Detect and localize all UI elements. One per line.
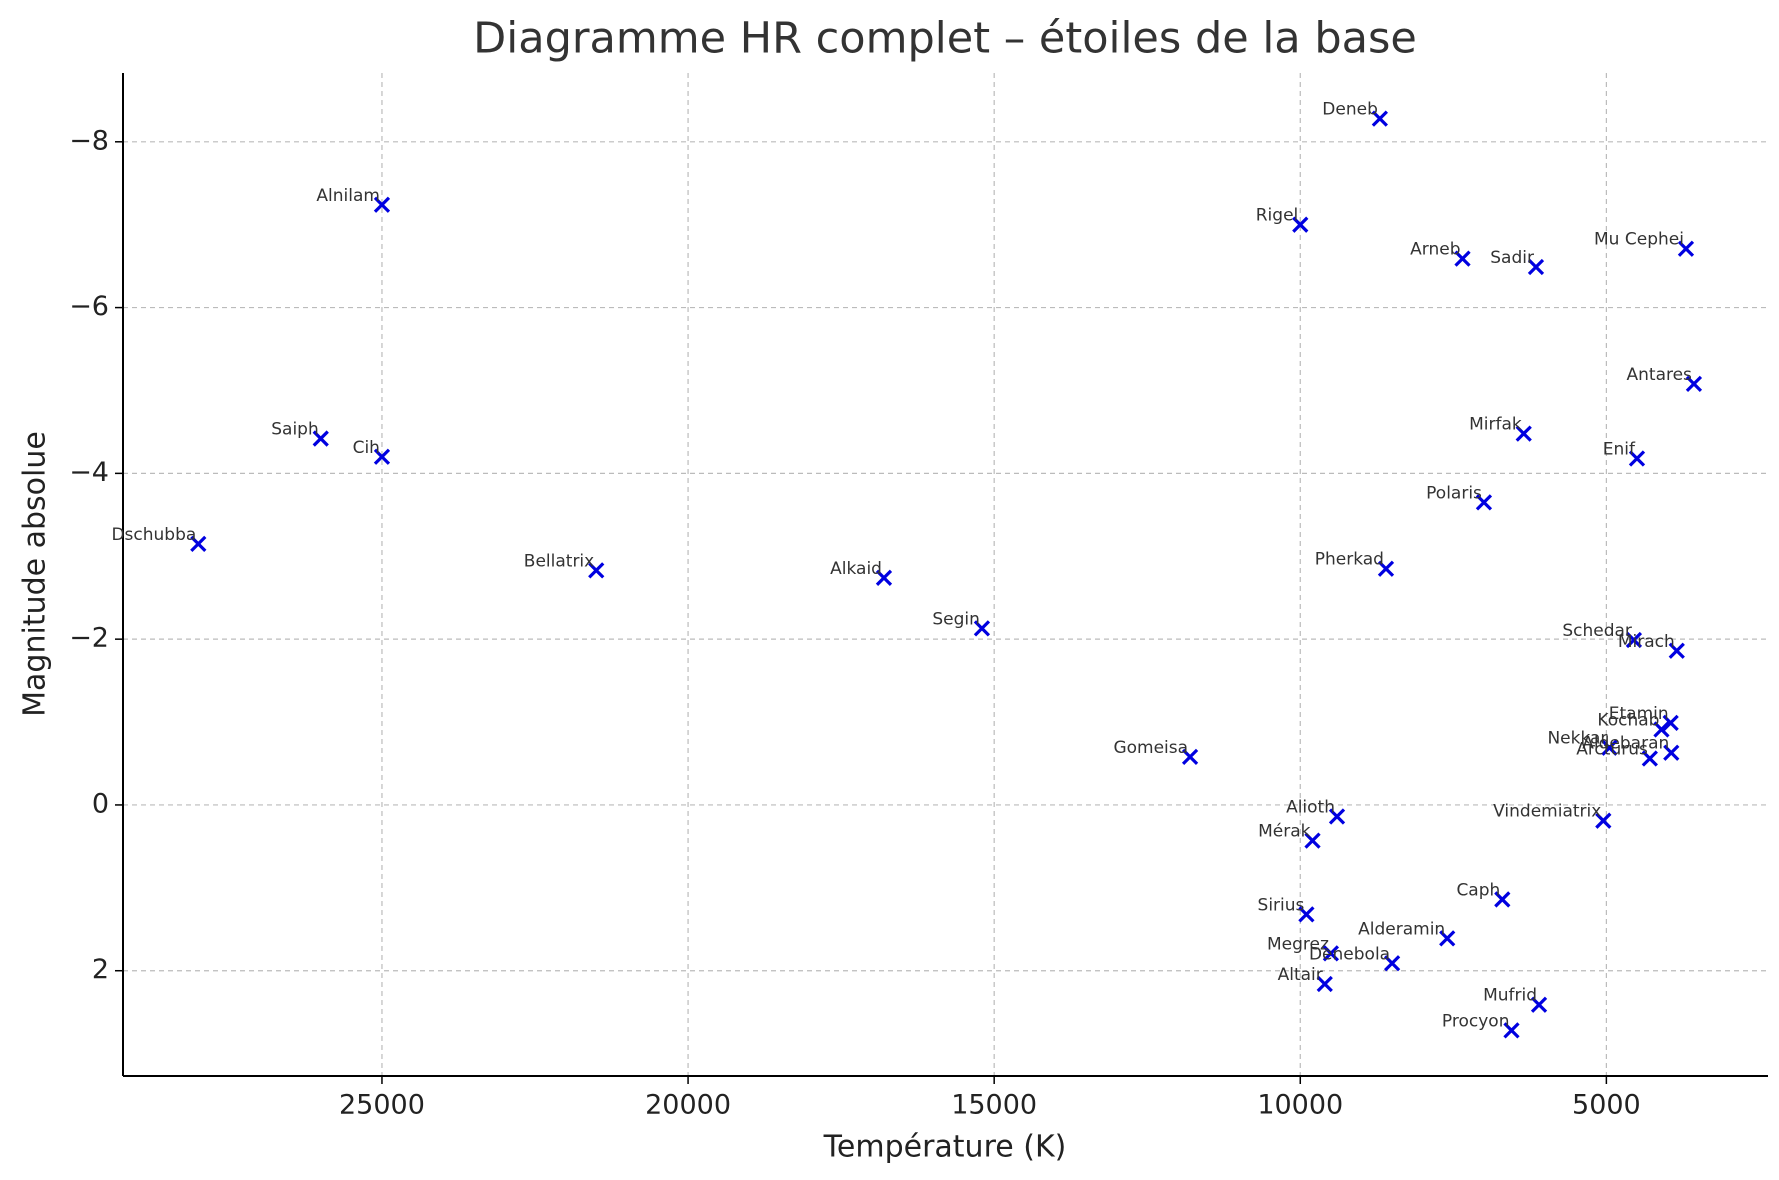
point: [1662, 714, 1679, 732]
point-label: Vindemiatrix: [1493, 802, 1601, 822]
point-label: Sadir: [1490, 248, 1534, 268]
point-label: Mu Cephei: [1594, 230, 1684, 250]
point: [1595, 812, 1612, 829]
point-label: Antares: [1627, 365, 1693, 385]
point-label: Cih: [353, 438, 380, 458]
y-tick-label: −8: [69, 125, 109, 156]
point: [190, 535, 207, 552]
point-label: Megrez: [1267, 934, 1329, 954]
point: [373, 196, 391, 213]
y-tick-label: −4: [69, 457, 109, 488]
point: [1527, 258, 1545, 276]
point: [1181, 748, 1199, 765]
point-label: Dschubba: [111, 525, 196, 545]
point: [1515, 425, 1532, 442]
x-tick-label: 5000: [1572, 1090, 1641, 1121]
point-label: Kochab: [1597, 711, 1659, 731]
point: [1625, 631, 1643, 649]
y-axis-label: Magnitude absolue: [18, 431, 53, 717]
point-label: Mirfak: [1469, 415, 1522, 435]
point-label: Nekkar: [1547, 729, 1607, 749]
x-axis-label: Température (K): [823, 1130, 1067, 1165]
point: [373, 448, 391, 465]
point: [1653, 721, 1670, 738]
y-tick-label: −2: [69, 623, 109, 654]
point-label: Procyon: [1442, 1011, 1510, 1031]
x-tick-label: 10000: [1257, 1090, 1343, 1121]
point-label: Altair: [1278, 965, 1323, 985]
point-label: Bellatrix: [524, 551, 594, 571]
point-label: Arneb: [1410, 240, 1460, 260]
point-label: Pherkad: [1315, 550, 1384, 570]
point: [1454, 250, 1471, 267]
point-label: Etamin: [1609, 704, 1669, 724]
point-label: Segin: [932, 609, 980, 629]
point: [1641, 750, 1658, 767]
point-label: Mirach: [1618, 632, 1675, 652]
point: [1377, 560, 1395, 577]
point: [1677, 240, 1695, 257]
point-label: Saiph: [271, 420, 319, 440]
y-tick-label: −6: [69, 291, 109, 322]
point: [1663, 744, 1680, 761]
point: [1316, 975, 1333, 993]
y-tick-label: 0: [92, 788, 109, 819]
x-tick-label: 20000: [645, 1090, 731, 1121]
point: [1304, 832, 1321, 849]
point: [1328, 808, 1346, 825]
point-label: Sirius: [1258, 895, 1305, 915]
point-label: Mufrid: [1483, 986, 1537, 1006]
point: [1383, 955, 1401, 972]
point: [1322, 945, 1340, 962]
x-tick-label: 25000: [339, 1090, 425, 1121]
point: [1628, 450, 1646, 467]
point-label: Arcturus: [1576, 740, 1648, 760]
point: [1668, 642, 1685, 659]
point: [1494, 891, 1511, 908]
point: [973, 620, 991, 637]
point-label: Rigel: [1256, 206, 1299, 226]
point-label: Polaris: [1426, 483, 1482, 503]
point: [1601, 739, 1618, 756]
point: [588, 562, 605, 579]
point-label: Mérak: [1258, 822, 1311, 842]
x-tick-label: 15000: [951, 1090, 1037, 1121]
point: [1530, 996, 1548, 1013]
point: [1685, 375, 1703, 392]
point: [312, 430, 329, 447]
chart-title: Diagramme HR complet – étoiles de la bas…: [473, 14, 1417, 64]
point: [875, 569, 893, 586]
point-label: Gomeisa: [1113, 738, 1188, 758]
point-label: Denebola: [1309, 944, 1390, 964]
point-label: Enif: [1603, 439, 1636, 459]
point-label: Aldebaran: [1582, 734, 1669, 754]
y-tick-label: 2: [92, 954, 109, 985]
point-label: Alkaid: [830, 559, 882, 579]
point: [1292, 216, 1309, 233]
point: [1439, 930, 1456, 947]
point-label: Schedar: [1562, 621, 1632, 641]
point: [1475, 494, 1493, 511]
point-label: Caph: [1456, 880, 1500, 900]
point-label: Alderamin: [1358, 919, 1445, 939]
point: [1503, 1022, 1520, 1039]
point-label: Alnilam: [316, 186, 380, 206]
point: [1298, 906, 1315, 923]
point-label: Alioth: [1286, 798, 1335, 818]
point: [1371, 110, 1388, 127]
point-label: Deneb: [1322, 100, 1378, 120]
